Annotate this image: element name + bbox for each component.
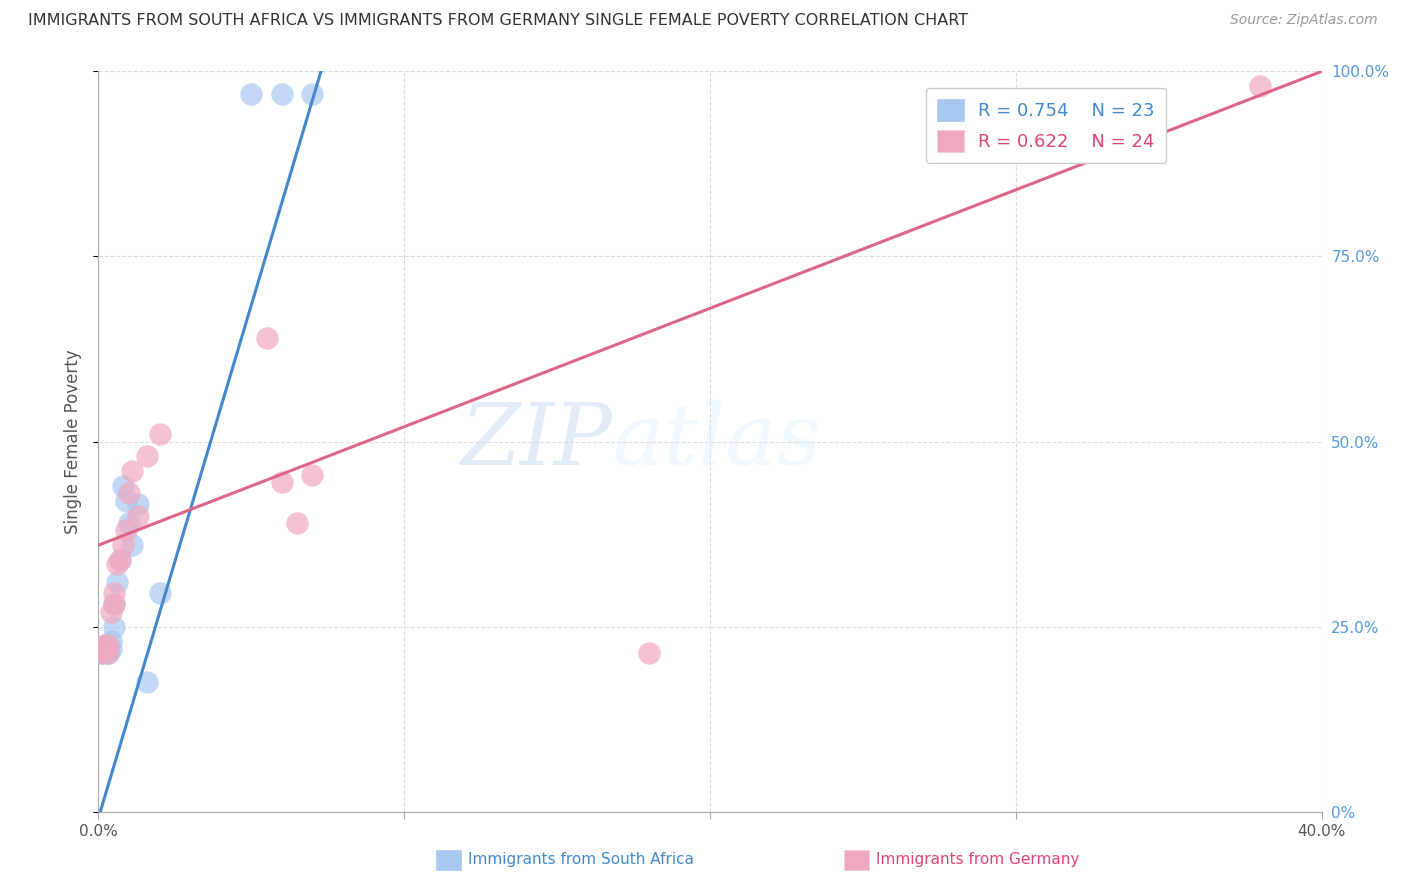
- Point: [100, 641, 122, 656]
- Text: atlas: atlas: [612, 401, 821, 483]
- Point: [105, 557, 128, 571]
- Point: [90, 646, 112, 660]
- Point: [93, 638, 115, 652]
- Point: [256, 331, 278, 345]
- Text: IMMIGRANTS FROM SOUTH AFRICA VS IMMIGRANTS FROM GERMANY SINGLE FEMALE POVERTY CO: IMMIGRANTS FROM SOUTH AFRICA VS IMMIGRAN…: [28, 13, 969, 29]
- Point: [118, 516, 141, 530]
- Point: [97, 641, 120, 656]
- Point: [127, 508, 149, 523]
- Point: [97, 646, 120, 660]
- Point: [108, 553, 131, 567]
- Point: [103, 586, 125, 600]
- Point: [115, 493, 138, 508]
- Point: [118, 486, 141, 500]
- Point: [97, 638, 120, 652]
- Point: [1249, 79, 1271, 94]
- Legend: R = 0.754    N = 23, R = 0.622    N = 24: R = 0.754 N = 23, R = 0.622 N = 24: [927, 87, 1166, 162]
- Point: [115, 524, 138, 538]
- Point: [136, 675, 159, 690]
- Text: ZIP: ZIP: [460, 401, 612, 483]
- Point: [240, 87, 263, 101]
- Point: [103, 598, 125, 612]
- Point: [637, 646, 661, 660]
- Point: [93, 641, 115, 656]
- Point: [100, 634, 122, 648]
- Point: [103, 598, 125, 612]
- Point: [285, 516, 308, 530]
- Text: Immigrants from South Africa: Immigrants from South Africa: [468, 853, 695, 867]
- Text: Source: ZipAtlas.com: Source: ZipAtlas.com: [1230, 13, 1378, 28]
- Point: [127, 498, 149, 512]
- Point: [121, 538, 143, 552]
- Point: [149, 427, 172, 442]
- Point: [111, 538, 134, 552]
- Point: [270, 87, 292, 101]
- Point: [301, 87, 323, 101]
- Point: [121, 464, 143, 478]
- Point: [149, 586, 172, 600]
- Point: [136, 450, 159, 464]
- Point: [97, 646, 120, 660]
- Point: [270, 475, 292, 490]
- Point: [90, 641, 112, 656]
- Point: [97, 638, 120, 652]
- Point: [90, 641, 112, 656]
- Point: [100, 605, 122, 619]
- Point: [301, 467, 323, 482]
- Text: Immigrants from Germany: Immigrants from Germany: [876, 853, 1080, 867]
- Point: [103, 619, 125, 633]
- Point: [93, 646, 115, 660]
- Point: [105, 575, 128, 590]
- Y-axis label: Single Female Poverty: Single Female Poverty: [65, 350, 83, 533]
- Point: [111, 479, 134, 493]
- Point: [93, 638, 115, 652]
- Point: [108, 553, 131, 567]
- Point: [90, 646, 112, 660]
